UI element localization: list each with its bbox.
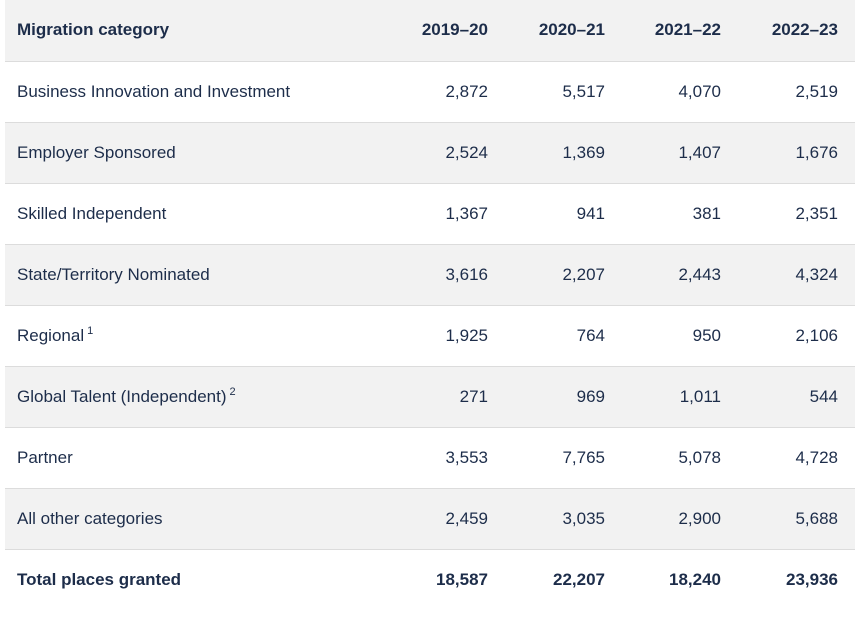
- category-cell: Employer Sponsored: [5, 122, 389, 184]
- category-label: Employer Sponsored: [17, 142, 176, 162]
- category-label: Skilled Independent: [17, 203, 167, 223]
- category-cell: Business Innovation and Investment: [5, 61, 389, 123]
- migration-table: Migration category 2019–20 2020–21 2021–22 2…: [5, 0, 855, 610]
- value-cell: 2,900: [622, 488, 738, 550]
- value-cell: 1,369: [505, 122, 622, 184]
- value-cell: 950: [622, 305, 738, 367]
- total-value: 18,587: [436, 569, 488, 589]
- data-row: Regional 1 1,925 764 950 2,106: [5, 305, 855, 367]
- data-row: State/Territory Nominated 3,616 2,207 2,443…: [5, 244, 855, 306]
- value-cell: 2,443: [622, 244, 738, 306]
- value-cell: 5,078: [622, 427, 738, 489]
- total-label: Total places granted: [17, 569, 182, 589]
- data-row: Partner 3,553 7,765 5,078 4,728: [5, 427, 855, 489]
- column-header: 2021–22: [622, 0, 738, 62]
- total-row: Total places granted 18,587 22,207 18,240 23…: [5, 549, 855, 610]
- value-cell: 3,553: [389, 427, 505, 489]
- value-cell: 1,011: [622, 366, 738, 428]
- data-row: Global Talent (Independent) 2 271 969 1,011 5…: [5, 366, 855, 428]
- category-label: State/Territory Nominated: [17, 264, 210, 284]
- footnote-marker: 1: [87, 325, 94, 337]
- value-cell: 2,524: [389, 122, 505, 184]
- value-cell: 5,688: [738, 488, 855, 550]
- column-header: 2022–23: [738, 0, 855, 62]
- category-cell: Partner: [5, 427, 389, 489]
- value-cell: 1,925: [389, 305, 505, 367]
- category-cell: State/Territory Nominated: [5, 244, 389, 306]
- category-cell: All other categories: [5, 488, 389, 550]
- value-cell: 2,106: [738, 305, 855, 367]
- value-cell: 2,459: [389, 488, 505, 550]
- category-label: Global Talent (Independent): [17, 387, 227, 406]
- category-cell: Global Talent (Independent) 2: [5, 366, 389, 428]
- value-cell: 969: [505, 366, 622, 428]
- value-cell: 941: [505, 183, 622, 245]
- value-cell: 7,765: [505, 427, 622, 489]
- footnote-marker: 2: [229, 386, 236, 398]
- value-cell: 5,517: [505, 61, 622, 123]
- value-cell: 1,676: [738, 122, 855, 184]
- data-row: Business Innovation and Investment 2,872 5…: [5, 61, 855, 123]
- value-cell: 4,324: [738, 244, 855, 306]
- category-label: Business Innovation and Investment: [17, 81, 291, 101]
- column-header: 2019–20: [389, 0, 505, 62]
- total-value: 23,936: [786, 569, 838, 589]
- value-cell: 4,728: [738, 427, 855, 489]
- column-header: Migration category: [5, 0, 389, 62]
- value-cell: 271: [389, 366, 505, 428]
- value-cell: 2,872: [389, 61, 505, 123]
- total-value: 22,207: [553, 569, 605, 589]
- category-cell: Regional 1: [5, 305, 389, 367]
- value-cell: 544: [738, 366, 855, 428]
- table-body: Migration category 2019–20 2020–21 2021–22 2…: [5, 0, 855, 610]
- value-cell: 1,367: [389, 183, 505, 245]
- value-cell: 4,070: [622, 61, 738, 123]
- value-cell: 2,207: [505, 244, 622, 306]
- value-cell: 2,351: [738, 183, 855, 245]
- data-row: All other categories 2,459 3,035 2,900 5,688: [5, 488, 855, 550]
- data-row: Employer Sponsored 2,524 1,369 1,407 1,676: [5, 122, 855, 184]
- value-cell: 764: [505, 305, 622, 367]
- total-value: 18,240: [669, 569, 721, 589]
- value-cell: 3,035: [505, 488, 622, 550]
- column-header: 2020–21: [505, 0, 622, 62]
- value-cell: 3,616: [389, 244, 505, 306]
- category-label: Partner: [17, 447, 73, 467]
- category-label: All other categories: [17, 508, 163, 528]
- value-cell: 2,519: [738, 61, 855, 123]
- data-row: Skilled Independent 1,367 941 381 2,351: [5, 183, 855, 245]
- header-row: Migration category 2019–20 2020–21 2021–22 2…: [5, 0, 855, 62]
- category-label: Regional: [17, 326, 85, 345]
- category-cell: Skilled Independent: [5, 183, 389, 245]
- value-cell: 381: [622, 183, 738, 245]
- value-cell: 1,407: [622, 122, 738, 184]
